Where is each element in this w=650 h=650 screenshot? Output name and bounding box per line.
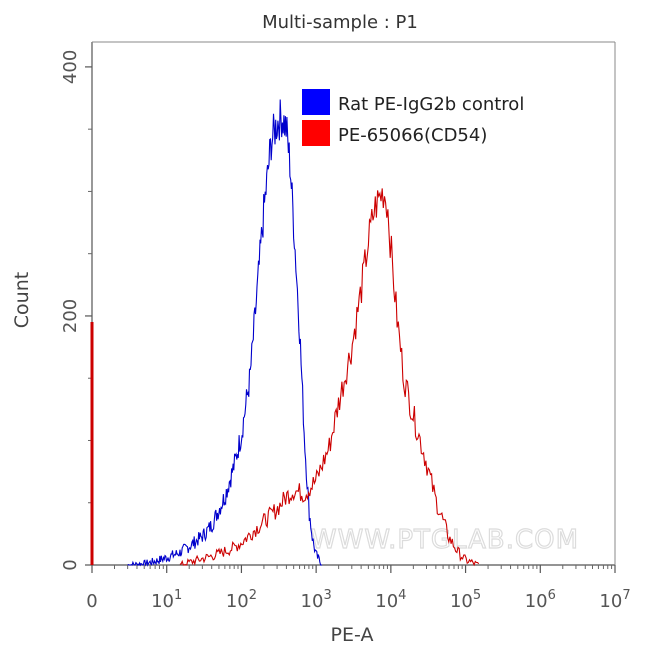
series-line-control	[127, 99, 323, 567]
legend: Rat PE-IgG2b control PE-65066(CD54)	[302, 89, 524, 146]
legend-label-cd54: PE-65066(CD54)	[338, 125, 487, 146]
x-tick-label: 0	[86, 591, 97, 612]
y-tick-label: 0	[60, 559, 81, 570]
y-axis-ticks: 0 200 400	[60, 50, 92, 571]
legend-label-control: Rat PE-IgG2b control	[338, 94, 524, 115]
chart-title: Multi-sample : P1	[262, 12, 418, 33]
y-tick-label: 400	[60, 50, 81, 84]
x-minor-ticks	[113, 565, 613, 569]
series-line-cd54	[179, 188, 480, 567]
watermark-text: WWW.PTGLAB.COM	[311, 525, 579, 555]
x-tick-label: 102	[226, 588, 257, 612]
x-axis-label: PE-A	[331, 624, 374, 646]
legend-swatch-control	[302, 89, 330, 115]
legend-swatch-cd54	[302, 120, 330, 146]
series-layer	[127, 99, 480, 567]
y-axis-label: Count	[11, 272, 33, 328]
y-tick-label: 200	[60, 299, 81, 333]
